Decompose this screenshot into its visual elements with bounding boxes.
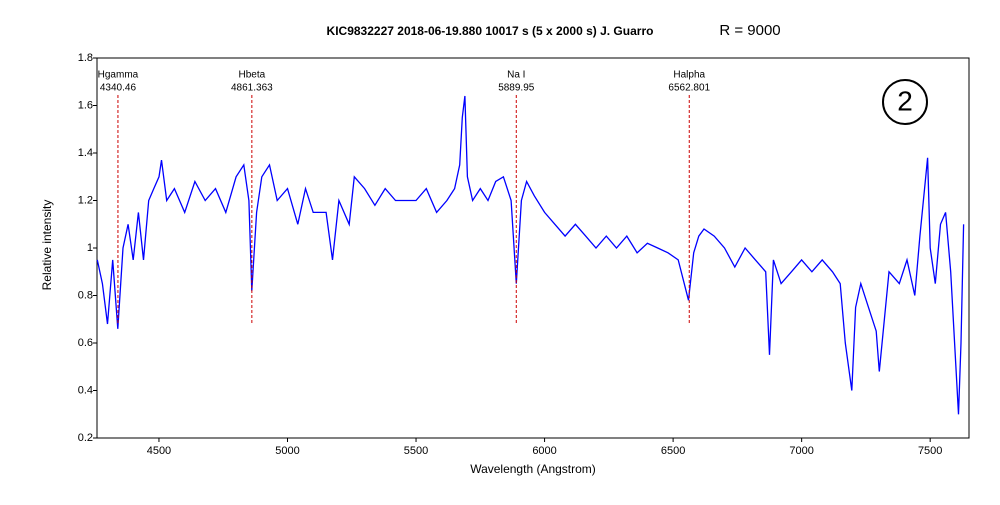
y-tick-label: 0.2	[78, 432, 93, 444]
spectral-line-value: 4340.46	[100, 83, 137, 94]
x-tick-label: 7000	[789, 445, 813, 457]
spectral-line-name: Halpha	[673, 70, 705, 81]
y-tick-label: 0.6	[78, 337, 93, 349]
x-tick-label: 6000	[532, 445, 556, 457]
y-tick-label: 1	[87, 242, 93, 254]
x-tick-label: 7500	[918, 445, 942, 457]
spectrum-line	[96, 95, 965, 415]
x-tick-label: 4500	[147, 445, 171, 457]
annotation-circle	[882, 79, 928, 125]
chart-subtitle: R = 9000	[719, 22, 780, 39]
x-tick-label: 5500	[404, 445, 428, 457]
y-tick-label: 0.8	[78, 289, 93, 301]
spectral-line-name: Na I	[507, 70, 525, 81]
spectral-line-value: 6562.801	[668, 83, 710, 94]
spectral-line-name: Hbeta	[239, 70, 266, 81]
spectral-line-value: 5889.95	[498, 83, 535, 94]
y-tick-label: 1.8	[78, 52, 93, 64]
y-tick-label: 0.4	[78, 384, 93, 396]
x-tick-label: 6500	[661, 445, 685, 457]
y-axis-label: Relative intensity	[40, 200, 54, 291]
y-tick-label: 1.6	[78, 99, 93, 111]
spectral-line-name: Hgamma	[98, 70, 139, 81]
annotation: 2	[897, 85, 913, 116]
plot-frame	[96, 57, 970, 439]
y-tick-label: 1.2	[78, 194, 93, 206]
chart-title: KIC9832227 2018-06-19.880 10017 s (5 x 2…	[327, 24, 654, 38]
y-tick-label: 1.4	[78, 147, 93, 159]
x-tick-label: 5000	[275, 445, 299, 457]
x-axis-label: Wavelength (Angstrom)	[470, 462, 596, 476]
spectral-line-value: 4861.363	[231, 83, 273, 94]
